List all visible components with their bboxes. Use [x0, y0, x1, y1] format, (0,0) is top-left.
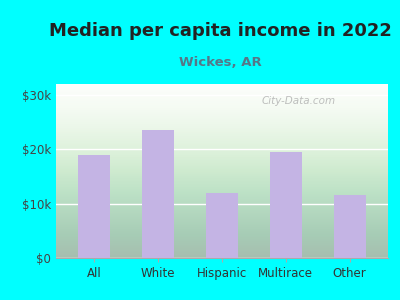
Bar: [78, 155, 110, 258]
Text: Wickes, AR: Wickes, AR: [179, 56, 261, 70]
Text: Median per capita income in 2022: Median per capita income in 2022: [48, 22, 392, 40]
Text: City-Data.com: City-Data.com: [261, 96, 336, 106]
Bar: [270, 152, 302, 258]
Bar: [334, 196, 366, 258]
Bar: [206, 193, 238, 258]
Bar: [142, 130, 174, 258]
